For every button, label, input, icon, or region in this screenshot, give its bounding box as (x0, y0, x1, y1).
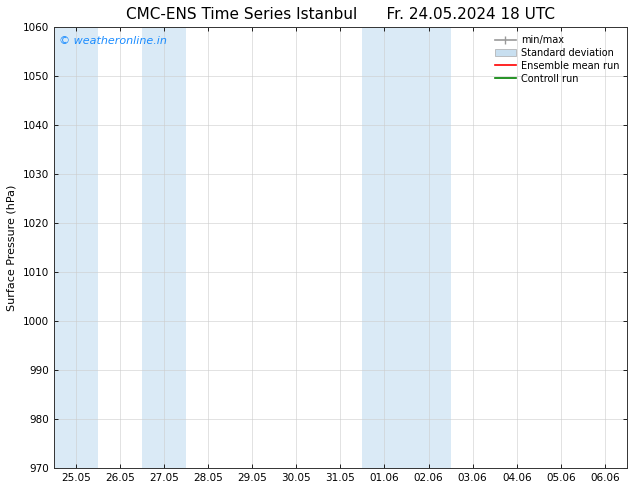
Text: © weatheronline.in: © weatheronline.in (60, 36, 167, 46)
Bar (54, 27, 98, 468)
Legend: min/max, Standard deviation, Ensemble mean run, Controll run: min/max, Standard deviation, Ensemble me… (491, 32, 622, 87)
Bar (142, 27, 186, 468)
Bar (627, 27, 634, 468)
Title: CMC-ENS Time Series Istanbul      Fr. 24.05.2024 18 UTC: CMC-ENS Time Series Istanbul Fr. 24.05.2… (126, 7, 555, 22)
Bar (363, 27, 406, 468)
Bar (406, 27, 451, 468)
Y-axis label: Surface Pressure (hPa): Surface Pressure (hPa) (7, 185, 17, 311)
